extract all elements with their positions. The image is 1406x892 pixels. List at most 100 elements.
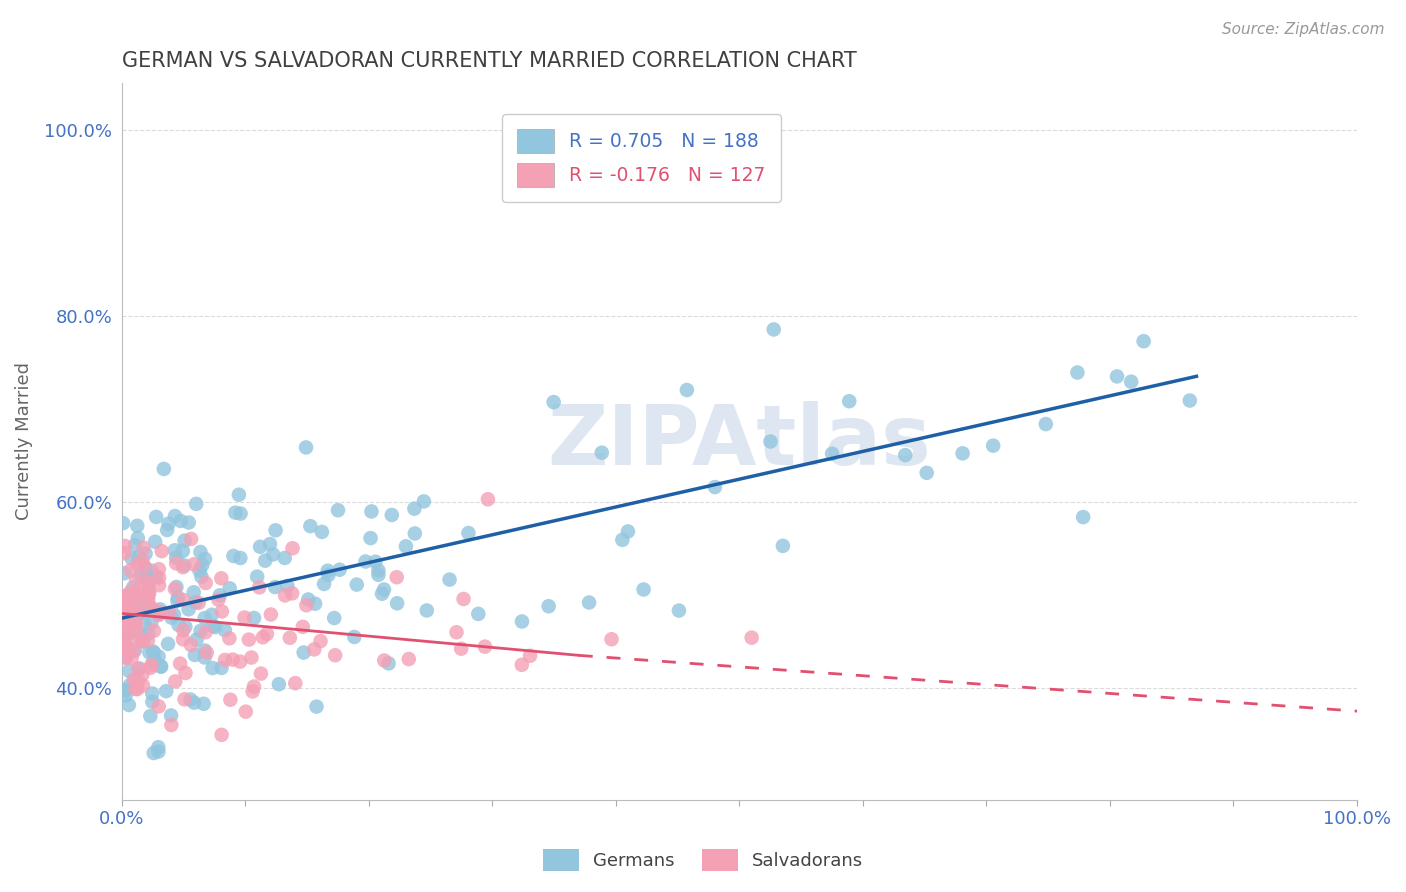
Point bbox=[312, 577, 335, 591]
Point bbox=[141, 564, 163, 578]
Point bbox=[519, 648, 541, 663]
Point bbox=[316, 564, 339, 578]
Point bbox=[373, 653, 395, 667]
Point bbox=[138, 586, 160, 600]
Point bbox=[821, 447, 844, 461]
Point bbox=[165, 674, 187, 689]
Point bbox=[150, 606, 173, 620]
Point bbox=[169, 657, 191, 671]
Point bbox=[114, 596, 136, 610]
Point bbox=[467, 607, 489, 621]
Point bbox=[115, 639, 138, 653]
Point bbox=[120, 563, 142, 577]
Point bbox=[633, 582, 655, 597]
Point bbox=[741, 631, 763, 645]
Point bbox=[127, 681, 149, 696]
Point bbox=[115, 597, 138, 611]
Point bbox=[190, 624, 212, 638]
Point bbox=[134, 560, 156, 574]
Point bbox=[173, 692, 195, 706]
Point bbox=[183, 696, 205, 710]
Point bbox=[157, 516, 180, 531]
Text: GERMAN VS SALVADORAN CURRENTLY MARRIED CORRELATION CHART: GERMAN VS SALVADORAN CURRENTLY MARRIED C… bbox=[122, 51, 856, 70]
Point bbox=[120, 604, 142, 618]
Point bbox=[112, 546, 135, 560]
Point bbox=[142, 644, 165, 658]
Point bbox=[276, 579, 298, 593]
Point bbox=[142, 746, 165, 760]
Point bbox=[114, 566, 136, 581]
Point bbox=[1132, 334, 1154, 349]
Point bbox=[114, 650, 136, 665]
Point bbox=[704, 480, 727, 494]
Point bbox=[249, 540, 271, 554]
Point bbox=[139, 709, 162, 723]
Point bbox=[118, 600, 141, 615]
Y-axis label: Currently Married: Currently Married bbox=[15, 362, 32, 520]
Point bbox=[135, 547, 157, 561]
Point bbox=[510, 657, 533, 672]
Point bbox=[148, 740, 170, 755]
Point bbox=[1105, 369, 1128, 384]
Point bbox=[600, 632, 623, 647]
Point bbox=[838, 394, 860, 409]
Point bbox=[1071, 510, 1094, 524]
Point bbox=[148, 578, 170, 592]
Point bbox=[124, 538, 146, 552]
Point bbox=[148, 745, 170, 759]
Point bbox=[329, 563, 352, 577]
Point bbox=[172, 560, 194, 574]
Point bbox=[136, 592, 159, 607]
Point bbox=[299, 519, 322, 533]
Point bbox=[302, 642, 325, 657]
Point bbox=[132, 541, 155, 555]
Point bbox=[179, 692, 201, 706]
Point bbox=[125, 599, 148, 614]
Point bbox=[134, 591, 156, 605]
Point bbox=[166, 593, 188, 607]
Point bbox=[214, 653, 236, 667]
Point bbox=[252, 630, 274, 644]
Point bbox=[141, 695, 163, 709]
Point bbox=[156, 523, 179, 537]
Point bbox=[148, 562, 170, 576]
Point bbox=[163, 607, 186, 622]
Point bbox=[112, 605, 135, 619]
Point bbox=[172, 624, 194, 638]
Point bbox=[311, 524, 333, 539]
Point bbox=[243, 611, 266, 625]
Point bbox=[121, 551, 143, 566]
Point bbox=[127, 593, 149, 607]
Point bbox=[155, 684, 177, 698]
Point bbox=[404, 526, 426, 541]
Point bbox=[112, 599, 135, 614]
Point bbox=[134, 617, 156, 632]
Point bbox=[510, 615, 533, 629]
Point bbox=[281, 586, 304, 600]
Point bbox=[578, 595, 600, 609]
Point bbox=[143, 534, 166, 549]
Point bbox=[129, 626, 152, 640]
Point bbox=[125, 623, 148, 637]
Point bbox=[193, 697, 215, 711]
Point bbox=[354, 554, 377, 568]
Point bbox=[222, 549, 245, 563]
Point bbox=[115, 651, 138, 665]
Point bbox=[160, 718, 183, 732]
Point bbox=[284, 676, 307, 690]
Point bbox=[138, 586, 160, 600]
Point bbox=[172, 593, 194, 607]
Point bbox=[141, 616, 163, 631]
Point bbox=[295, 599, 318, 613]
Point bbox=[141, 658, 163, 673]
Point bbox=[124, 586, 146, 600]
Point bbox=[235, 705, 257, 719]
Point bbox=[254, 554, 277, 568]
Point bbox=[163, 582, 186, 596]
Point bbox=[398, 652, 420, 666]
Point bbox=[191, 558, 214, 573]
Point bbox=[591, 446, 613, 460]
Point bbox=[229, 551, 252, 566]
Point bbox=[127, 662, 149, 676]
Point bbox=[981, 439, 1004, 453]
